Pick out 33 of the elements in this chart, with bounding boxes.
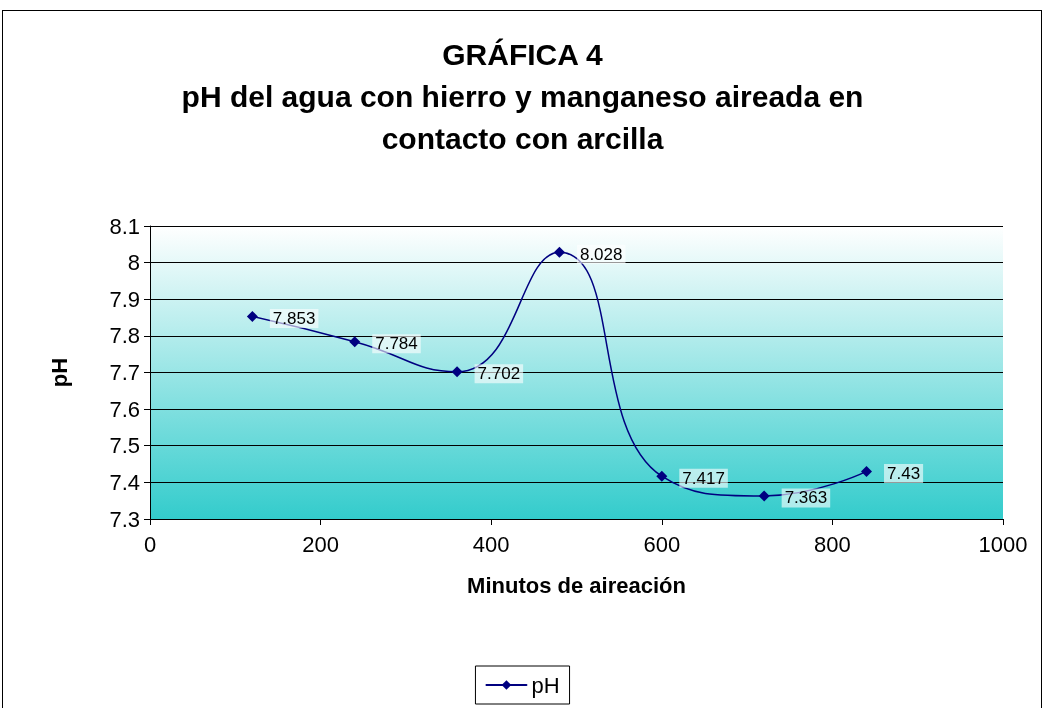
y-tick-label: 7.9 <box>109 286 140 312</box>
data-label: 7.417 <box>682 468 725 488</box>
y-tick-label: 7.4 <box>109 469 140 495</box>
y-tick-label: 8 <box>127 250 140 276</box>
data-label: 7.853 <box>272 308 316 328</box>
x-tick-label: 400 <box>472 531 510 557</box>
data-label: 8.028 <box>579 244 623 264</box>
x-axis-title: Minutos de aireación <box>467 572 686 598</box>
y-tick-label: 7.8 <box>109 323 140 349</box>
y-tick-label: 8.1 <box>109 213 140 239</box>
x-tick-label: 1000 <box>978 531 1028 557</box>
y-tick-label: 7.7 <box>109 360 140 385</box>
point <box>758 490 770 502</box>
point <box>861 465 873 477</box>
legend-label: pH <box>531 672 560 698</box>
point <box>349 336 361 348</box>
y-tick-label: 7.6 <box>109 396 140 422</box>
data-label: 7.784 <box>375 334 418 354</box>
point <box>451 366 463 378</box>
x-tick-label: 0 <box>143 531 157 557</box>
chart-title: GRÁFICA 4 pH del agua con hierro y manganeso aireada en contacto con arcilla <box>181 37 864 155</box>
data-label: 7.43 <box>887 463 921 483</box>
y-tick-label: 7.3 <box>109 506 140 532</box>
y-axis-title: pH <box>46 357 72 388</box>
data-label: 7.702 <box>477 364 521 384</box>
point <box>246 310 258 322</box>
x-tick-label: 200 <box>302 531 339 557</box>
y-tick-label: 7.5 <box>109 433 140 459</box>
point <box>553 246 565 258</box>
x-tick-label: 600 <box>643 531 681 557</box>
x-tick-label: 800 <box>814 531 851 557</box>
data-label: 7.363 <box>784 488 828 508</box>
point <box>656 470 668 482</box>
